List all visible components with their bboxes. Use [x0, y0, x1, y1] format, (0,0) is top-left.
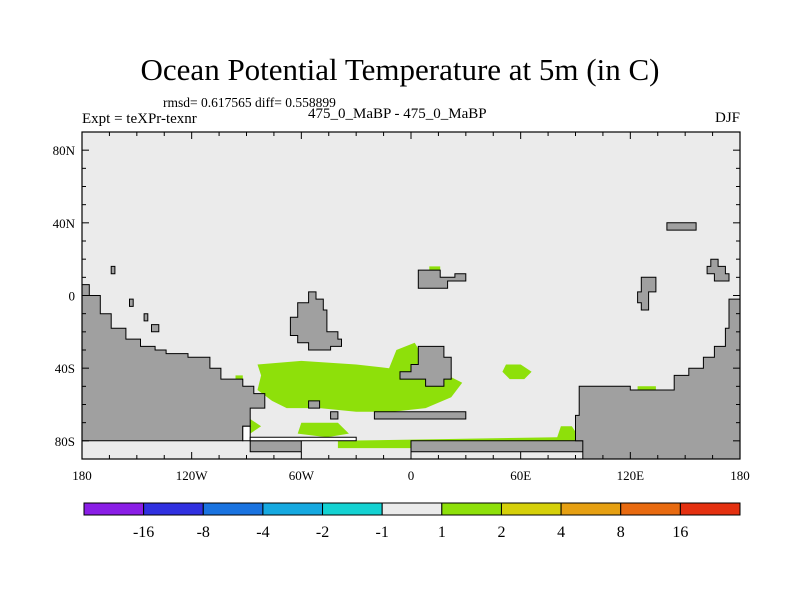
y-tick-label: 80N	[53, 143, 76, 158]
colorbar-label: 4	[557, 524, 565, 541]
x-tick-label: 60W	[289, 468, 315, 483]
colorbar-swatch	[441, 502, 502, 516]
land-region	[129, 298, 134, 307]
colorbar-label: 2	[497, 524, 505, 541]
land-region	[666, 222, 697, 231]
colorbar-swatch	[500, 502, 562, 516]
colorbar-swatch	[679, 502, 741, 516]
land-region	[417, 269, 467, 289]
positive-anomaly-region	[257, 342, 463, 412]
chart-title: Ocean Potential Temperature at 5m (in C)	[140, 52, 660, 87]
season-label: DJF	[714, 110, 740, 126]
colorbar-swatch	[381, 502, 443, 516]
y-tick-label: 40S	[55, 361, 75, 376]
land-region	[308, 400, 321, 409]
x-tick-label: 60E	[510, 468, 531, 483]
y-tick-label: 0	[69, 289, 76, 304]
land-layer	[81, 222, 741, 460]
x-axis: 180 120W 60W 0 60E 120E 180	[72, 132, 750, 483]
land-region	[399, 345, 452, 387]
land-region	[410, 440, 595, 453]
colorbar: -16 -8 -4 -2 -1 1 2 4 8 16	[83, 502, 741, 541]
x-tick-label: 180	[72, 468, 92, 483]
colorbar-swatch	[262, 502, 324, 516]
y-axis: 80N 40N 0 40S 80S	[53, 143, 740, 449]
land-region	[249, 440, 302, 453]
colorbar-swatch	[560, 502, 622, 516]
x-tick-label: 180	[730, 468, 750, 483]
positive-anomaly-region	[429, 266, 441, 271]
colorbar-label: 1	[438, 524, 446, 541]
colorbar-label: -8	[197, 524, 210, 541]
colorbar-label: 8	[617, 524, 625, 541]
light-region	[242, 425, 251, 442]
colorbar-label: 16	[672, 524, 688, 541]
colorbar-swatch	[143, 502, 204, 516]
land-region	[81, 284, 266, 442]
land-region	[575, 298, 741, 460]
x-tick-label: 120W	[176, 468, 209, 483]
colorbar-label: -2	[316, 524, 329, 541]
land-region	[143, 313, 149, 322]
land-region	[706, 258, 730, 282]
colorbar-label: -4	[256, 524, 269, 541]
light-layer	[242, 425, 357, 442]
positive-anomaly-region	[502, 364, 532, 380]
land-region	[373, 411, 467, 420]
colorbar-label: -1	[376, 524, 389, 541]
colorbar-swatch	[83, 502, 145, 516]
land-region	[151, 324, 160, 333]
colorbar-label: -16	[133, 524, 154, 541]
colorbar-swatch	[322, 502, 383, 516]
colorbar-swatch	[620, 502, 681, 516]
experiment-label: Expt = teXPr-texnr	[82, 111, 197, 127]
land-region	[637, 276, 657, 311]
y-tick-label: 80S	[55, 434, 75, 449]
y-tick-label: 40N	[53, 216, 76, 231]
light-region	[249, 436, 357, 442]
case-label: 475_0_MaBP - 475_0_MaBP	[308, 106, 487, 122]
land-region	[289, 291, 342, 351]
land-region	[110, 265, 116, 275]
positive-anomaly-region	[297, 422, 349, 438]
stats-text: rmsd= 0.617565 diff= 0.558899	[163, 95, 336, 110]
x-tick-label: 120E	[617, 468, 645, 483]
x-tick-label: 0	[408, 468, 415, 483]
colorbar-swatch	[202, 502, 264, 516]
land-region	[330, 411, 339, 420]
